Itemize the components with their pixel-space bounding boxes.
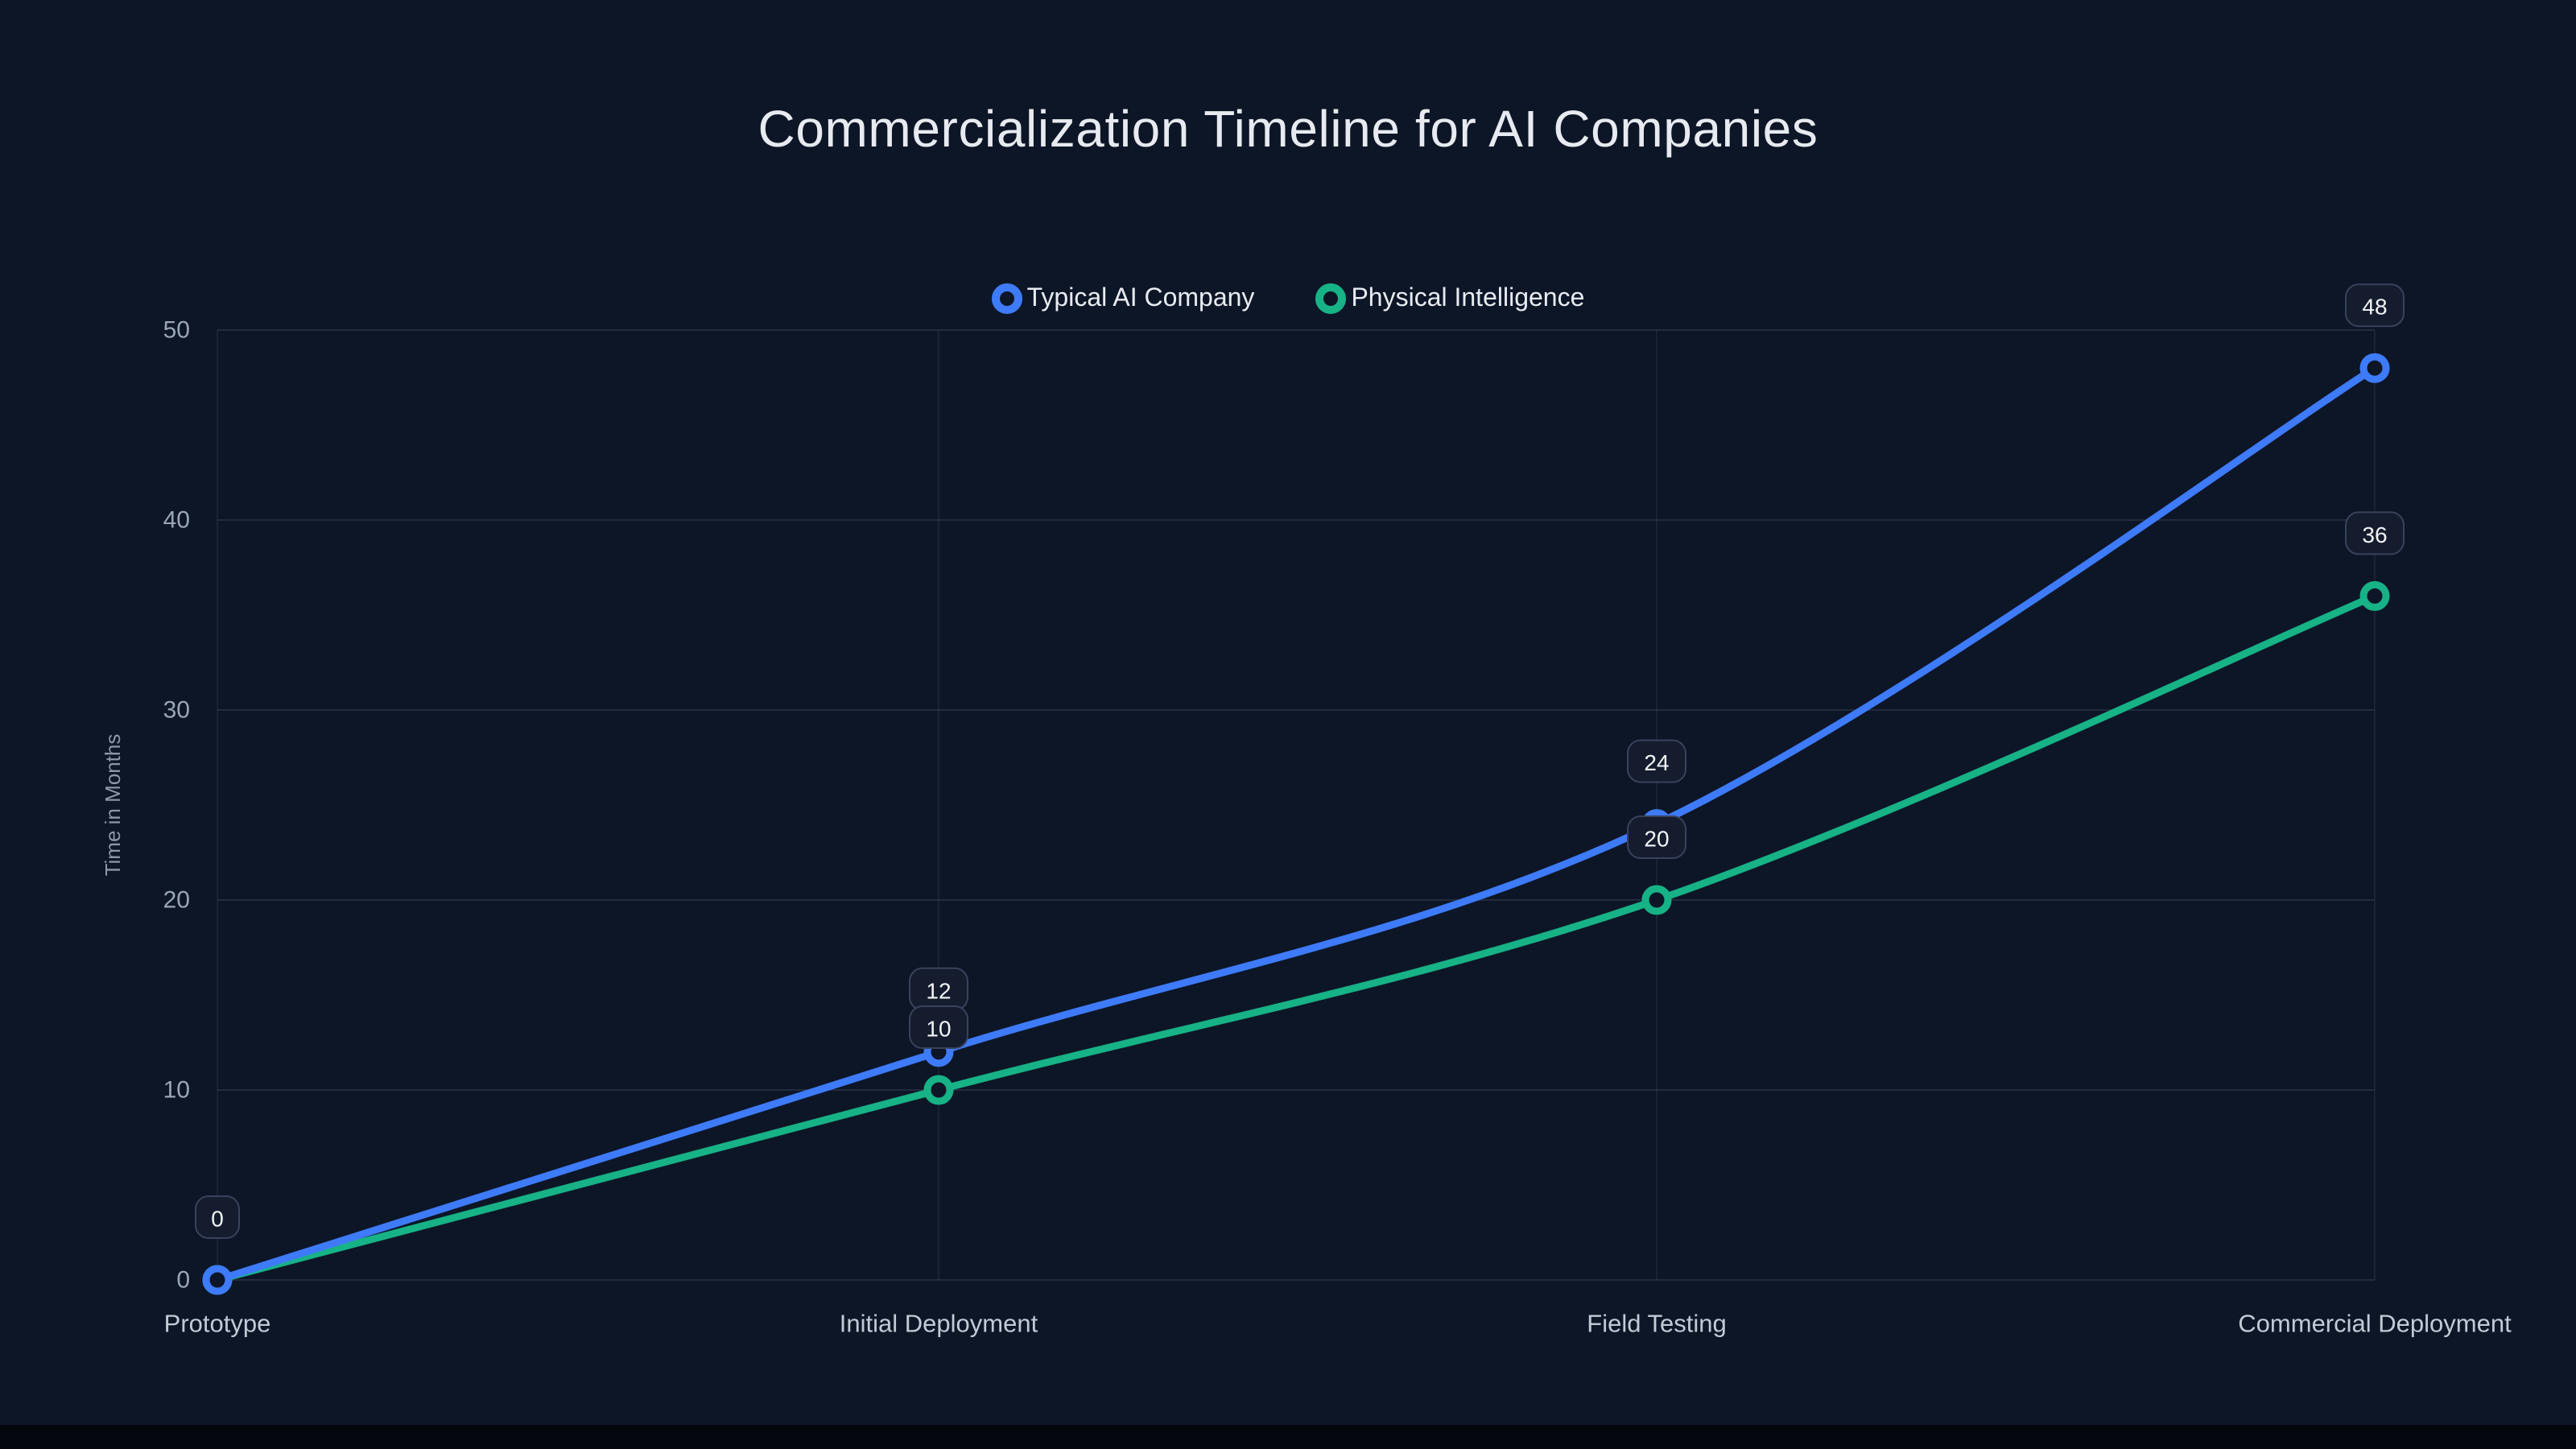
x-tick-label: Commercial Deployment xyxy=(2238,1309,2512,1337)
data-point-typical-ai-company[interactable] xyxy=(202,1265,233,1295)
point-label: 12 xyxy=(926,978,951,1003)
point-label-pill xyxy=(2345,511,2405,555)
point-label-pill xyxy=(1627,739,1686,783)
y-tick-label: 50 xyxy=(163,317,190,344)
x-tick-label: Field Testing xyxy=(1587,1309,1726,1337)
chart-title: Commercialization Timeline for AI Compan… xyxy=(758,100,1818,158)
legend-ring-icon xyxy=(1315,283,1347,314)
series-line-physical-intelligence xyxy=(213,592,2379,1284)
data-point-physical-intelligence[interactable] xyxy=(2359,580,2390,611)
y-tick-label: 20 xyxy=(163,887,190,914)
point-label-pill xyxy=(909,1005,968,1049)
x-tick-label: Initial Deployment xyxy=(840,1309,1038,1337)
y-tick-label: 10 xyxy=(163,1077,190,1104)
series-line-typical-ai-company xyxy=(213,364,2379,1284)
data-point-physical-intelligence[interactable] xyxy=(1641,885,1672,915)
legend: Typical AI Company Physical Intelligence xyxy=(0,283,2576,314)
point-label: 48 xyxy=(2362,295,2387,320)
point-label-pill xyxy=(1627,815,1686,859)
point-label: 20 xyxy=(1644,827,1669,852)
legend-item-physical-intelligence[interactable]: Physical Intelligence xyxy=(1315,283,1584,314)
point-label-pill xyxy=(195,1195,240,1239)
y-tick-label: 40 xyxy=(163,507,190,534)
legend-label: Physical Intelligence xyxy=(1351,284,1585,312)
point-label: 10 xyxy=(926,1017,951,1042)
legend-item-typical-ai-company[interactable]: Typical AI Company xyxy=(991,283,1255,314)
data-point-physical-intelligence[interactable] xyxy=(923,1075,954,1105)
point-label: 24 xyxy=(1644,750,1669,775)
legend-ring-icon xyxy=(991,283,1022,314)
point-label-pill xyxy=(2345,283,2405,328)
bottom-bar xyxy=(0,1425,2576,1449)
x-tick-label: Prototype xyxy=(164,1309,271,1337)
y-tick-label: 0 xyxy=(176,1267,190,1294)
data-point-typical-ai-company[interactable] xyxy=(2359,353,2390,383)
point-label: 36 xyxy=(2362,522,2387,547)
legend-label: Typical AI Company xyxy=(1026,284,1255,312)
y-tick-label: 30 xyxy=(163,697,190,724)
point-label: 0 xyxy=(211,1207,224,1232)
